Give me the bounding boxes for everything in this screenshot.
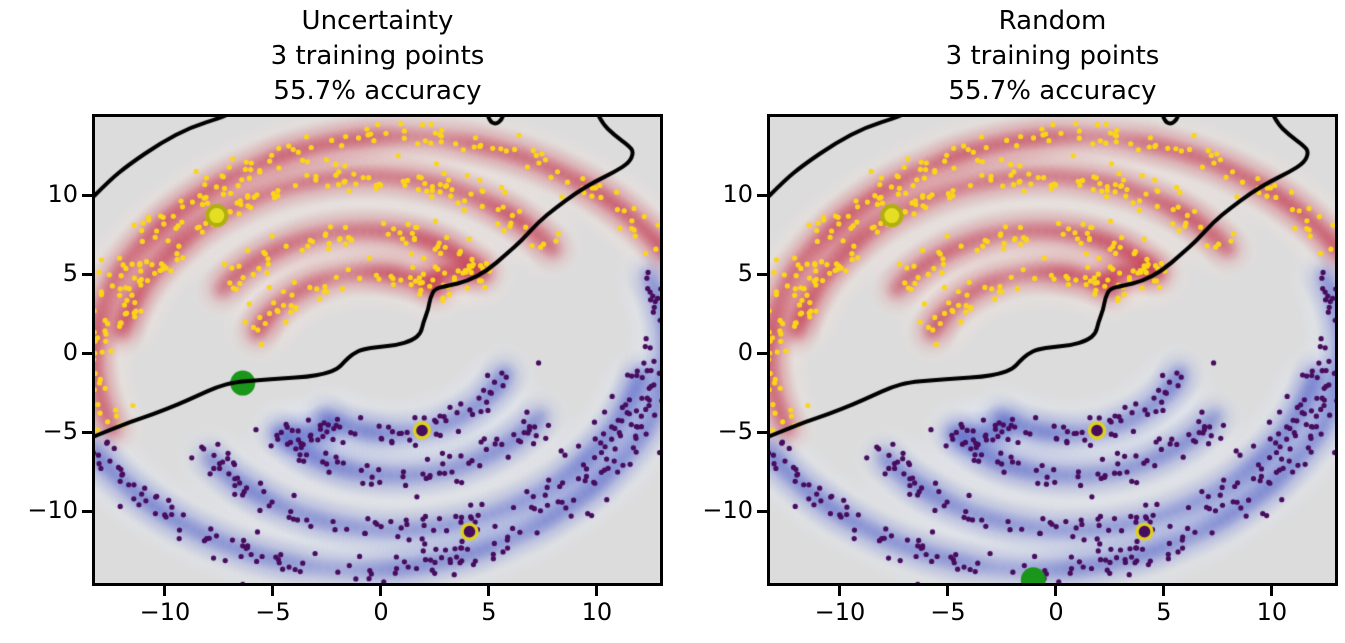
panel-title-uncertainty: Uncertainty 3 training points 55.7% accu… [95,4,660,109]
x-tick-label: −10 [139,598,191,626]
y-tick-label: 10 [722,180,753,209]
x-tick-mark [271,586,275,596]
axes-frame-random [767,114,1338,586]
x-tick-mark [163,586,167,596]
axes-frame-uncertainty [92,114,663,586]
x-tick-label: 0 [373,598,389,626]
y-tick-label: 5 [737,259,753,288]
x-tick-label: 10 [581,598,613,626]
title-line: 3 training points [945,41,1160,71]
x-tick-label: −5 [255,598,291,626]
y-tick-label: 0 [62,338,78,367]
x-tick-mark [487,586,491,596]
y-tick-mark [82,509,92,513]
x-tick-mark [595,586,599,596]
title-line: 55.7% accuracy [273,76,482,106]
title-line: Uncertainty [301,6,454,36]
x-tick-mark [838,586,842,596]
y-tick-mark [82,430,92,434]
y-tick-mark [757,509,767,513]
x-tick-mark [1054,586,1058,596]
title-line: 3 training points [270,41,485,71]
x-tick-label: −10 [814,598,866,626]
x-tick-mark [1162,586,1166,596]
x-tick-label: 10 [1256,598,1288,626]
plot-canvas-uncertainty [95,117,660,583]
y-tick-mark [82,272,92,276]
y-tick-label: 10 [47,180,78,209]
y-tick-label: 5 [62,259,78,288]
y-tick-mark [757,430,767,434]
y-tick-label: −5 [717,417,753,446]
y-tick-mark [757,272,767,276]
y-tick-label: −5 [42,417,78,446]
y-tick-mark [757,193,767,197]
x-tick-label: 5 [1156,598,1172,626]
y-tick-label: −10 [702,496,753,525]
y-tick-mark [82,351,92,355]
y-tick-label: −10 [27,496,78,525]
x-tick-label: 0 [1048,598,1064,626]
title-line: 55.7% accuracy [948,76,1157,106]
x-tick-mark [946,586,950,596]
y-tick-mark [757,351,767,355]
x-tick-label: 5 [481,598,497,626]
x-tick-mark [1270,586,1274,596]
x-tick-label: −5 [930,598,966,626]
plot-canvas-random [770,117,1335,583]
x-tick-mark [379,586,383,596]
y-tick-mark [82,193,92,197]
y-tick-label: 0 [737,338,753,367]
panel-title-random: Random 3 training points 55.7% accuracy [770,4,1335,109]
title-line: Random [998,6,1107,36]
